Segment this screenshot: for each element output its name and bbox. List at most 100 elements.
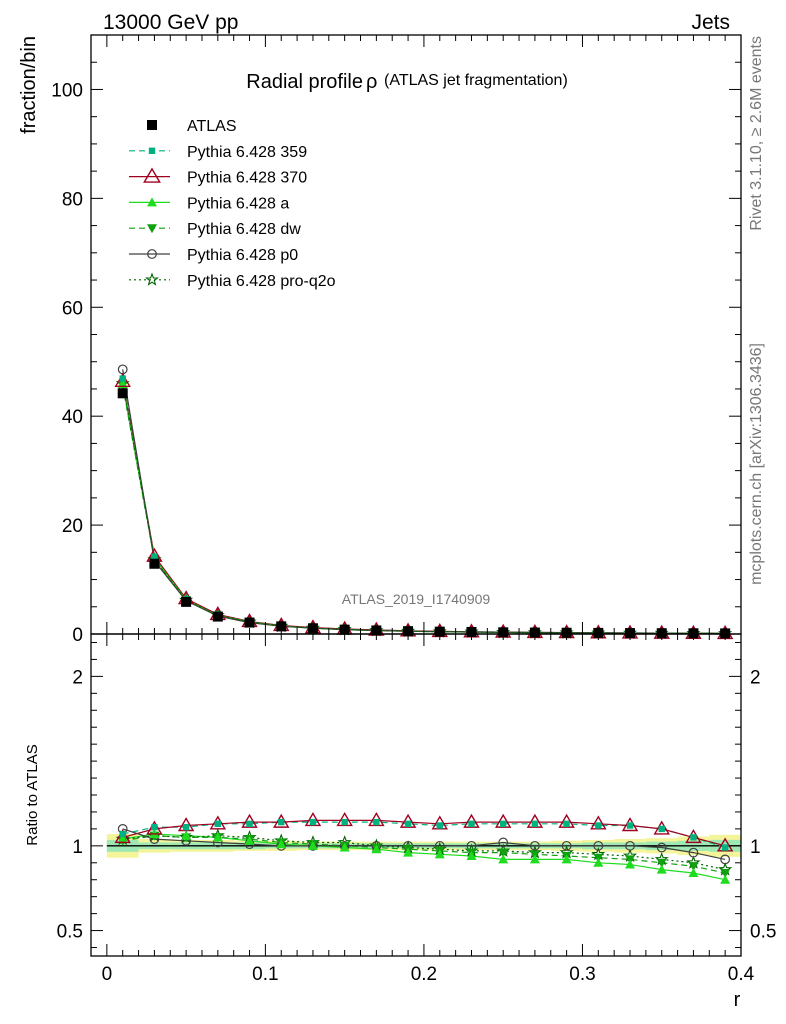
xtick-label: 0.1 — [252, 964, 278, 985]
ratio-ytick-label-right: 2 — [750, 667, 761, 688]
legend-label-1: Pythia 6.428 359 — [187, 144, 307, 161]
ratio-point-s2-14 — [561, 854, 572, 864]
ratio-ytick-label-left: 0.5 — [57, 922, 83, 943]
legend: ATLAS Pythia 6.428 359 Pythia 6.428 370 Pyt… — [129, 118, 336, 290]
legend-label-0: ATLAS — [187, 118, 237, 135]
ratio-point-s0-2 — [182, 824, 190, 831]
point-s2-0 — [114, 372, 131, 388]
header-left: 13000 GeV pp — [103, 11, 238, 34]
point-s1-1 — [151, 553, 158, 560]
mcplots-label: mcplots.cern.ch [arXiv:1306.3436] — [748, 343, 765, 585]
ratio-point-s0-15 — [595, 822, 602, 829]
ratio-point-s3-12 — [498, 848, 509, 858]
point-s0-4 — [244, 617, 255, 628]
ratio-point-s1-14 — [558, 813, 575, 828]
ratio-point-s1-19 — [716, 837, 734, 852]
ratio-line-1 — [122, 819, 726, 847]
upper-ytick-label: 100 — [51, 80, 83, 101]
ratio-point-s3-19 — [720, 868, 731, 878]
ratio-point-s0-10 — [436, 822, 443, 829]
ratio-point-s0-7 — [341, 818, 348, 826]
x-axis-label: r — [734, 989, 741, 1011]
point-s0-3 — [212, 611, 223, 622]
legend-label-3: Pythia 6.428 a — [187, 195, 289, 212]
ratio-point-s1-15 — [590, 815, 607, 830]
legend-label-4: Pythia 6.428 dw — [187, 221, 301, 238]
ratio-point-s2-10 — [434, 849, 445, 859]
ratio-point-s0-11 — [468, 820, 475, 828]
ratio-point-s4-13 — [530, 840, 540, 851]
ratio-ylabel: Ratio to ATLAS — [24, 744, 41, 845]
ratio-point-s2-3 — [212, 832, 223, 842]
ratio-point-s2-12 — [498, 854, 509, 864]
legend-marker-4 — [147, 224, 157, 234]
ratio-ytick-label-right: 0.5 — [750, 922, 776, 943]
ratio-line-4 — [122, 828, 726, 860]
ratio-point-s2-19 — [720, 874, 731, 884]
xtick-label: 0 — [102, 964, 113, 985]
ratio-line-3 — [122, 835, 726, 874]
ratio-point-s1-12 — [494, 813, 512, 828]
ratio-point-s2-18 — [688, 867, 699, 877]
ratio-point-s0-6 — [309, 818, 317, 826]
upper-ytick-label: 60 — [62, 298, 83, 319]
ratio-point-s0-18 — [690, 834, 697, 841]
legend-marker-1 — [148, 147, 156, 154]
ratio-point-s0-5 — [278, 818, 285, 826]
main-plot-panel: fraction/bin Radial profile ρ (ATLAS jet… — [18, 36, 734, 640]
ratio-point-s0-13 — [531, 820, 539, 828]
ratio-point-s4-15 — [593, 840, 604, 851]
ratio-point-s0-9 — [404, 820, 412, 828]
ratio-point-s0-14 — [563, 820, 570, 828]
point-s0-0 — [117, 388, 128, 399]
ratio-point-s1-4 — [241, 813, 258, 828]
ratio-ytick-label-left: 2 — [72, 667, 83, 688]
ratio-point-s2-17 — [656, 864, 667, 874]
ratio-point-s2-4 — [244, 835, 255, 845]
point-s1-0 — [119, 375, 126, 382]
ratio-line-5 — [122, 835, 726, 871]
upper-ylabel: fraction/bin — [18, 36, 40, 134]
ratio-point-s4-16 — [625, 840, 635, 851]
ratio-point-s2-16 — [625, 859, 636, 869]
ratio-point-s4-17 — [656, 842, 667, 853]
legend-marker-6 — [144, 272, 160, 286]
ratio-point-s0-17 — [658, 825, 665, 833]
upper-ytick-label: 0 — [72, 625, 83, 646]
legend-marker-5 — [147, 249, 157, 259]
legend-marker-0 — [147, 120, 157, 130]
point-s0-2 — [181, 596, 192, 607]
ratio-point-s1-10 — [431, 815, 448, 830]
legend-label-5: Pythia 6.428 p0 — [187, 247, 298, 264]
ratio-point-s1-5 — [273, 813, 290, 828]
ratio-point-s0-4 — [246, 820, 253, 828]
xtick-label: 0.2 — [411, 964, 437, 985]
chart-subtitle: (ATLAS jet fragmentation) — [384, 72, 568, 89]
ratio-point-s1-8 — [368, 812, 385, 827]
legend-label-6: Pythia 6.428 pro-q2o — [187, 273, 336, 290]
ratio-point-s3-17 — [656, 858, 667, 868]
ratio-point-s4-12 — [498, 837, 509, 848]
legend-label-2: Pythia 6.428 370 — [187, 170, 307, 187]
ratio-point-s4-19 — [720, 854, 731, 865]
ratio-point-s0-1 — [151, 824, 158, 831]
ratio-point-s1-9 — [399, 813, 417, 828]
ratio-ytick-label-left: 1 — [72, 837, 83, 858]
ratio-point-s2-2 — [181, 830, 192, 840]
legend-marker-2 — [143, 167, 161, 183]
ratio-point-s2-9 — [403, 847, 414, 857]
ratio-point-s0-3 — [214, 820, 222, 828]
xtick-label: 0.4 — [728, 964, 755, 985]
upper-ytick-label: 40 — [62, 407, 83, 428]
ratio-point-s1-7 — [336, 812, 353, 827]
lower-frame — [90, 633, 742, 957]
legend-marker-3 — [147, 197, 157, 207]
ratio-point-s1-6 — [304, 812, 322, 827]
point-s0-1 — [149, 558, 160, 569]
ratio-point-s0-19 — [721, 844, 729, 851]
ratio-point-s2-7 — [339, 842, 350, 852]
ratio-plot-panel: Ratio to ATLAS r — [24, 744, 741, 1011]
ratio-ytick-label-right: 1 — [750, 837, 761, 858]
ratio-point-s1-3 — [209, 815, 227, 830]
